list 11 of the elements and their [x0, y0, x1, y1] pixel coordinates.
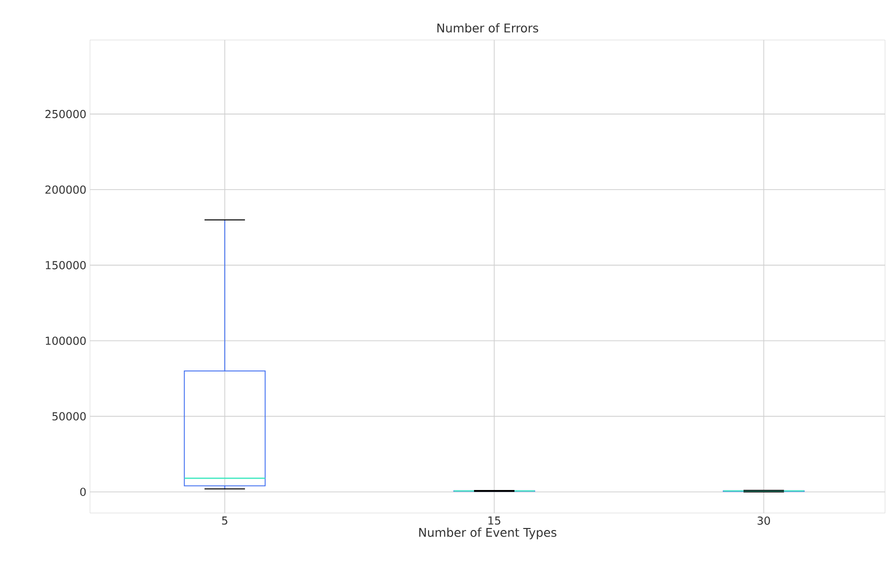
- y-tick-label: 100000: [46, 336, 86, 345]
- y-tick-label: 200000: [45, 185, 86, 194]
- x-tick-label: 15: [488, 516, 500, 525]
- y-tick-label: 50000: [52, 412, 86, 420]
- x-axis-title: Number of Event Types: [419, 528, 556, 540]
- x-tick-label: 30: [758, 516, 770, 525]
- x-tick-label: 5: [222, 516, 228, 525]
- y-tick-label: 250000: [45, 110, 86, 118]
- chart-title: Number of Errors: [437, 23, 538, 33]
- y-tick-label: 150000: [46, 261, 86, 270]
- y-tick-label: 0: [80, 488, 86, 496]
